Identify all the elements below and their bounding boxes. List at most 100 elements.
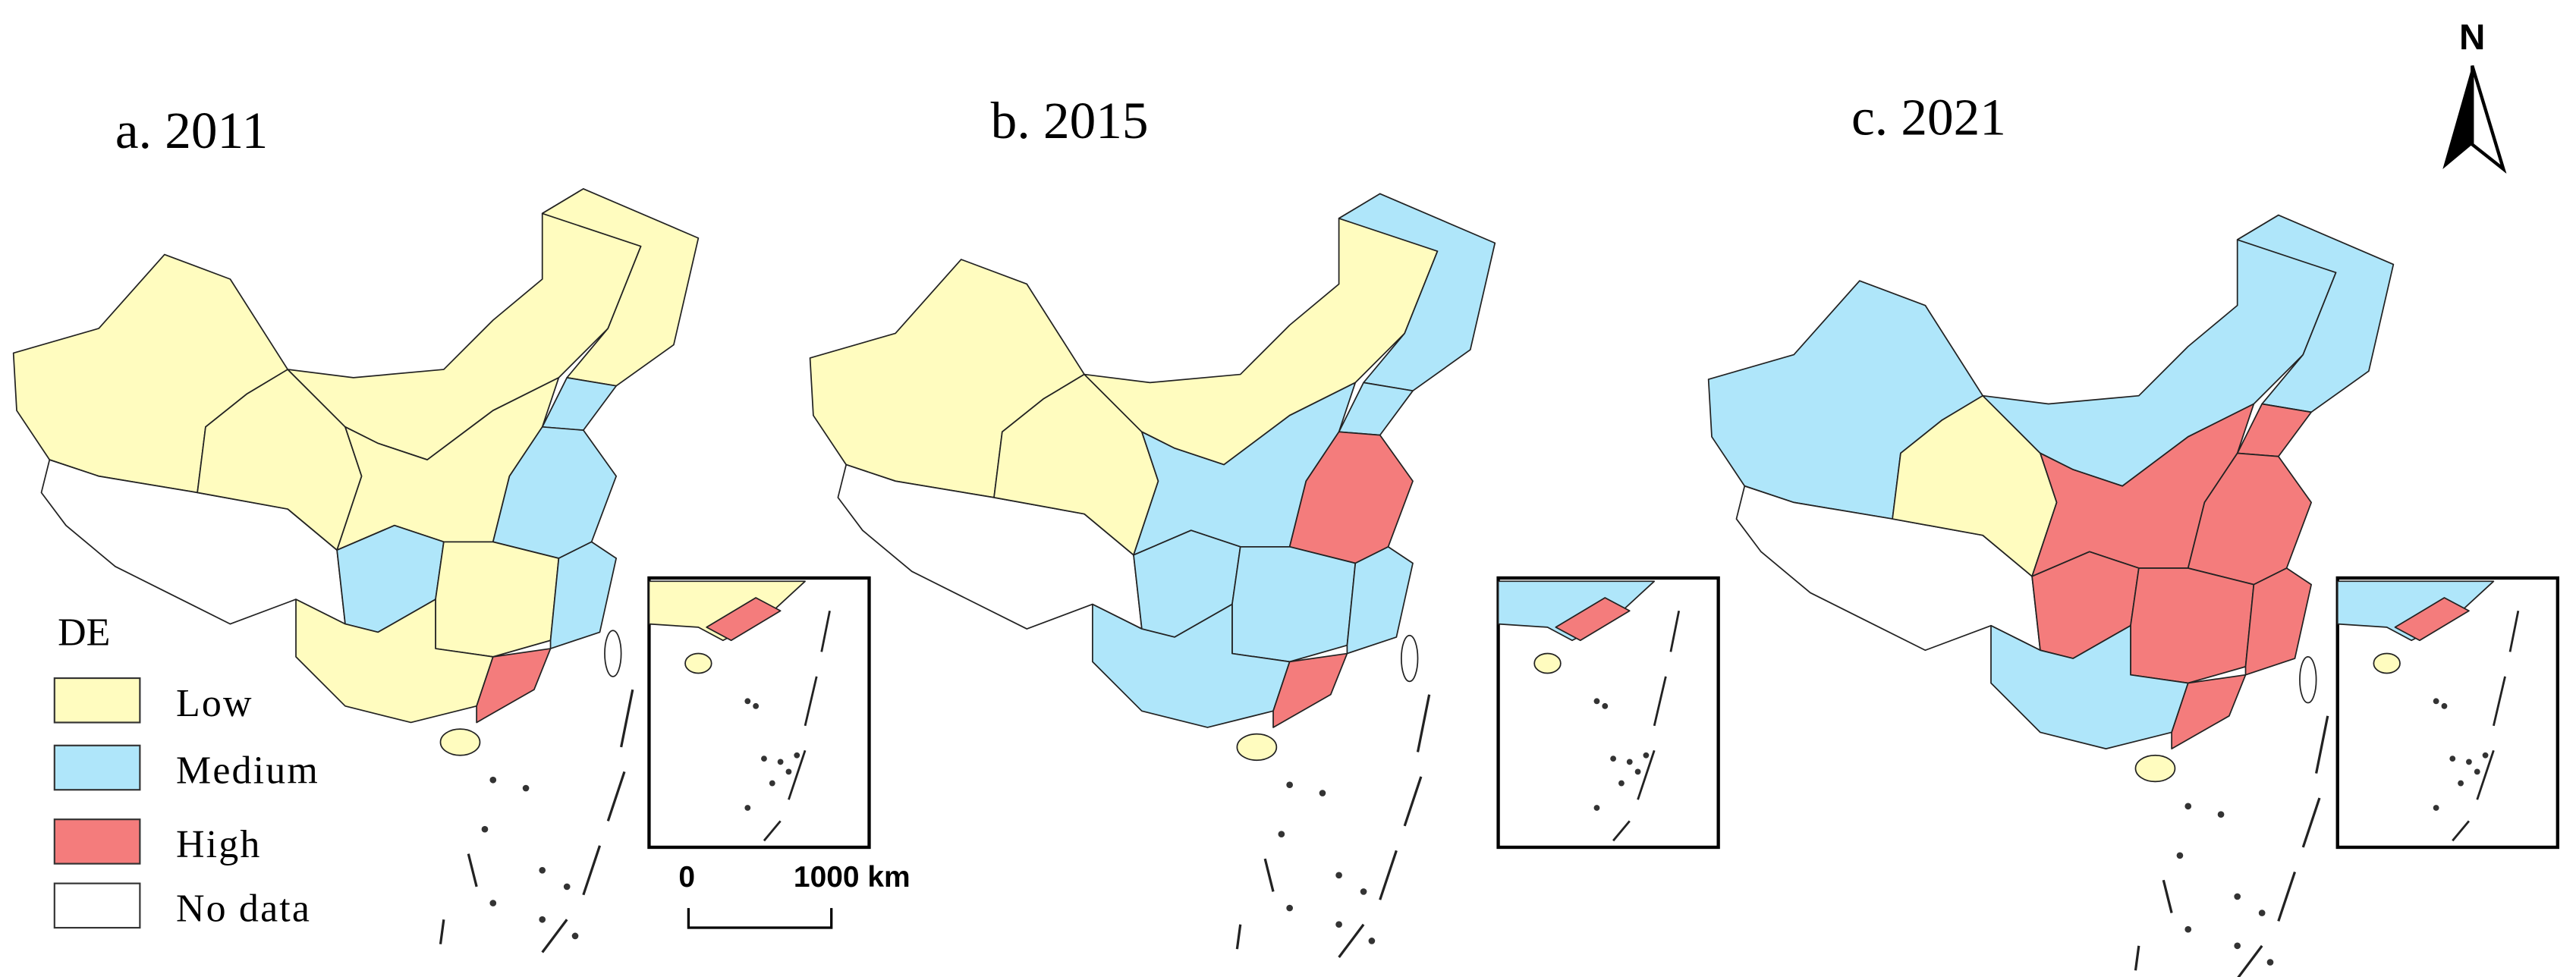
legend: DE Low Medium High No data bbox=[53, 611, 319, 930]
island bbox=[522, 784, 530, 792]
inset-guangdong bbox=[2394, 597, 2470, 642]
inset-hainan bbox=[1533, 652, 1562, 674]
inset-island bbox=[1593, 698, 1600, 705]
inset-coast bbox=[2336, 580, 2495, 642]
legend-label: High bbox=[176, 823, 262, 866]
inset-island bbox=[794, 752, 800, 759]
panel-title: c. 2021 bbox=[1851, 88, 2006, 146]
arrow-left bbox=[2442, 65, 2473, 169]
inset-island bbox=[1634, 768, 1641, 775]
legend-swatch bbox=[53, 677, 141, 724]
boundary-dash bbox=[2301, 797, 2321, 848]
inset-guangdong bbox=[1555, 597, 1631, 642]
inset-hainan bbox=[684, 652, 712, 674]
island bbox=[2184, 925, 2192, 933]
south-sea-islands bbox=[1235, 694, 1431, 958]
inset-island bbox=[2433, 698, 2439, 705]
boundary-dash bbox=[1379, 850, 1398, 900]
inset-dash bbox=[1669, 610, 1681, 652]
taiwan bbox=[2299, 656, 2317, 704]
island bbox=[2266, 959, 2274, 966]
inset-dash bbox=[2452, 820, 2471, 842]
boundary-dash bbox=[1235, 924, 1242, 950]
province-map bbox=[1707, 214, 2395, 977]
inset-dash bbox=[2508, 610, 2520, 652]
inset-island bbox=[1593, 805, 1600, 811]
hainan bbox=[2134, 754, 2176, 783]
island bbox=[1319, 790, 1326, 796]
boundary-dash bbox=[2134, 945, 2140, 971]
province-map bbox=[12, 188, 700, 953]
boundary-dash bbox=[2237, 944, 2263, 977]
boundary-dash bbox=[2315, 715, 2329, 774]
inset-island bbox=[761, 756, 767, 762]
province bbox=[1346, 545, 1414, 655]
island bbox=[481, 825, 489, 833]
island bbox=[2234, 893, 2241, 900]
inset-dash bbox=[2476, 749, 2495, 800]
legend-swatch bbox=[53, 818, 141, 865]
island bbox=[489, 776, 497, 784]
island bbox=[489, 900, 497, 906]
province bbox=[2244, 567, 2312, 676]
panel-title: a. 2011 bbox=[115, 101, 268, 159]
island bbox=[1286, 781, 1293, 789]
province bbox=[435, 541, 560, 658]
inset bbox=[2335, 576, 2559, 850]
boundary-dash bbox=[582, 845, 602, 896]
inset-island bbox=[2466, 759, 2472, 765]
island bbox=[2176, 852, 2184, 859]
scale-bar: 0 1000 km bbox=[678, 861, 911, 929]
island bbox=[2217, 811, 2225, 818]
boundary-dash bbox=[1338, 923, 1365, 958]
south-sea-islands bbox=[2134, 715, 2329, 977]
inset-island bbox=[769, 780, 775, 787]
island bbox=[1368, 938, 1376, 944]
maps bbox=[12, 188, 2559, 977]
legend-label: No data bbox=[176, 887, 311, 930]
province bbox=[2171, 674, 2247, 749]
inset-island bbox=[744, 805, 751, 811]
inset-coast bbox=[648, 580, 806, 642]
inset-dash bbox=[788, 749, 807, 800]
arrow-right bbox=[2471, 64, 2507, 174]
legend-title: DE bbox=[58, 611, 110, 655]
boundary-dash bbox=[467, 853, 478, 887]
island bbox=[1335, 921, 1342, 928]
boundary-dash bbox=[1416, 694, 1431, 752]
island bbox=[2184, 803, 2192, 810]
inset-island bbox=[2474, 768, 2480, 775]
province bbox=[2130, 567, 2255, 684]
scale-end: 1000 km bbox=[794, 861, 911, 894]
island bbox=[2258, 909, 2266, 916]
taiwan bbox=[604, 630, 622, 677]
boundary-dash bbox=[606, 771, 626, 821]
legend-swatch bbox=[53, 882, 141, 929]
inset-dash bbox=[1612, 820, 1631, 842]
province bbox=[476, 648, 552, 724]
north-arrow: N bbox=[2442, 17, 2507, 174]
province-map bbox=[809, 193, 1496, 958]
south-sea-islands bbox=[439, 689, 634, 953]
inset-dash bbox=[1653, 676, 1667, 727]
inset-island bbox=[2433, 805, 2439, 811]
inset-dash bbox=[1637, 749, 1656, 800]
inset-coast bbox=[1497, 580, 1656, 642]
inset-island bbox=[1618, 780, 1625, 787]
inset-hainan bbox=[2373, 652, 2401, 674]
legend-swatch bbox=[53, 744, 141, 791]
province bbox=[1231, 545, 1357, 663]
inset-dash bbox=[820, 610, 831, 652]
inset-island bbox=[753, 702, 760, 709]
inset-island bbox=[1610, 756, 1617, 762]
inset-dash bbox=[2493, 676, 2506, 727]
inset-dash bbox=[763, 820, 782, 842]
island bbox=[563, 883, 571, 891]
island bbox=[1278, 831, 1285, 837]
hainan bbox=[439, 728, 481, 756]
scale-start: 0 bbox=[678, 861, 695, 894]
panel-title: b. 2015 bbox=[991, 91, 1149, 149]
legend-label: Medium bbox=[176, 749, 319, 793]
boundary-dash bbox=[1263, 858, 1275, 892]
